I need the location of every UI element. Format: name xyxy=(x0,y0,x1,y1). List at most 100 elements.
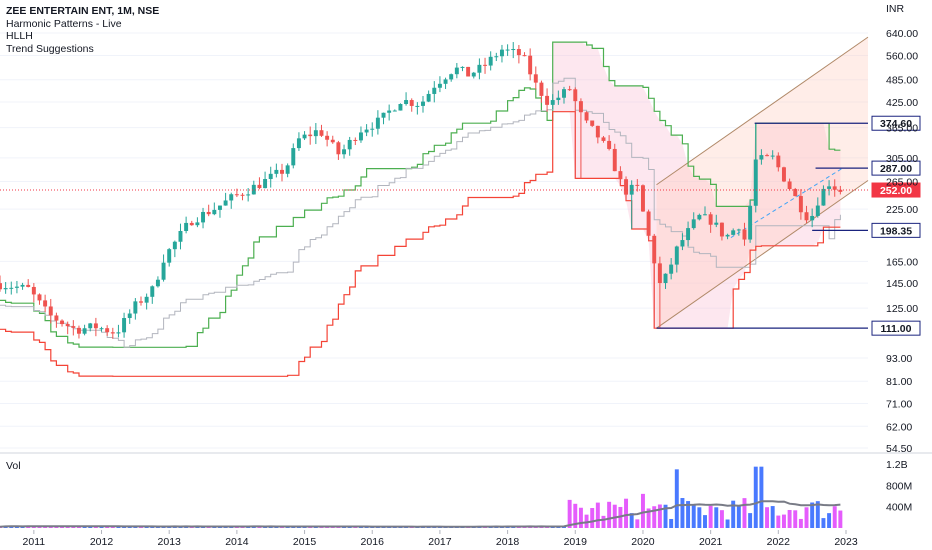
level-box xyxy=(871,160,921,176)
candle-body xyxy=(229,194,234,201)
volume-bar xyxy=(827,513,832,528)
candle-body xyxy=(167,249,172,263)
candle-body xyxy=(759,155,764,160)
candle-body xyxy=(618,171,623,180)
indicator-harmonic[interactable]: Harmonic Patterns - Live xyxy=(6,17,122,30)
volume-bar xyxy=(635,519,640,528)
candle-body xyxy=(285,165,290,174)
volume-bar xyxy=(686,501,691,528)
volume-bar xyxy=(708,505,713,528)
candle-body xyxy=(76,327,81,334)
candle-body xyxy=(787,181,792,189)
candle-body xyxy=(652,235,657,264)
candle-body xyxy=(810,215,815,221)
candle-body xyxy=(533,74,538,83)
level-label: 111.00 xyxy=(881,323,912,335)
volume-bar xyxy=(736,505,741,528)
candle-body xyxy=(370,128,375,130)
volume-bar xyxy=(742,498,747,528)
vol-tick-label: 400M xyxy=(886,502,912,514)
candle-body xyxy=(257,184,262,189)
y-tick-label: 265.00 xyxy=(886,177,918,189)
candle-body xyxy=(573,89,578,102)
symbol-title[interactable]: ZEE ENTERTAIN ENT, 1M, NSE xyxy=(6,5,160,17)
candle-body xyxy=(793,188,798,197)
x-tick-label: 2019 xyxy=(564,536,588,548)
volume-bar xyxy=(838,510,843,528)
candle-body xyxy=(432,87,437,94)
candle-body xyxy=(358,132,363,141)
candle-body xyxy=(178,230,183,242)
y-tick-label: 485.00 xyxy=(886,75,918,87)
candle-body xyxy=(454,67,459,75)
x-tick-label: 2018 xyxy=(496,536,520,548)
candle-body xyxy=(725,234,730,237)
candle-body xyxy=(499,49,504,57)
candle-body xyxy=(748,205,753,240)
candle-body xyxy=(195,222,200,226)
volume-bar xyxy=(122,526,127,528)
candle-body xyxy=(88,323,93,329)
volume-bar xyxy=(697,507,702,528)
volume-label[interactable]: Vol xyxy=(6,460,21,472)
candle-body xyxy=(556,97,561,101)
candle-body xyxy=(404,100,409,105)
candle-body xyxy=(291,148,296,166)
candle-body xyxy=(765,155,770,157)
x-tick-label: 2022 xyxy=(767,536,791,548)
candle-body xyxy=(827,186,832,189)
indicator-hllh[interactable]: HLLH xyxy=(6,30,33,42)
candle-body xyxy=(781,167,786,182)
volume-bar xyxy=(545,527,550,528)
candle-body xyxy=(477,64,482,73)
volume-bar xyxy=(82,526,87,528)
candlesticks xyxy=(0,42,843,339)
candle-body xyxy=(251,184,256,195)
x-tick-label: 2016 xyxy=(361,536,385,548)
candle-body xyxy=(601,137,606,141)
volume-bar xyxy=(71,526,76,528)
volume-bar xyxy=(657,504,662,528)
candle-body xyxy=(217,205,222,210)
candle-body xyxy=(629,184,634,195)
volume-bar xyxy=(691,504,696,528)
volume-bar xyxy=(731,500,736,528)
volume-bar xyxy=(578,507,583,528)
x-tick-label: 2012 xyxy=(90,536,114,548)
candle-body xyxy=(522,55,527,57)
candle-body xyxy=(3,288,8,290)
volume-bar xyxy=(787,509,792,528)
candle-body xyxy=(798,196,803,213)
candle-body xyxy=(612,148,617,172)
volume-bar xyxy=(798,518,803,528)
volume-bar xyxy=(607,501,612,528)
volume-bar xyxy=(748,513,753,528)
candle-body xyxy=(607,140,612,149)
volume-bar xyxy=(753,466,758,528)
candle-body xyxy=(387,110,392,113)
volume-bar xyxy=(719,510,724,528)
candle-body xyxy=(516,49,521,56)
x-tick-label: 2011 xyxy=(23,536,46,548)
candle-body xyxy=(838,189,843,192)
candle-body xyxy=(528,55,533,75)
indicator-trend[interactable]: Trend Suggestions xyxy=(6,42,94,55)
candle-body xyxy=(488,56,493,66)
candle-body xyxy=(206,211,211,215)
candle-body xyxy=(296,138,301,149)
candle-body xyxy=(719,222,724,237)
level-box xyxy=(871,182,921,198)
candle-body xyxy=(471,72,476,77)
candle-body xyxy=(742,229,747,240)
candle-body xyxy=(201,211,206,223)
candle-body xyxy=(409,100,414,106)
y-tick-label: 62.00 xyxy=(886,421,912,433)
candle-body xyxy=(14,286,19,288)
candle-body xyxy=(20,284,25,287)
cloud-area xyxy=(552,42,841,329)
y-tick-label: 425.00 xyxy=(886,97,918,109)
candle-body xyxy=(263,179,268,189)
candle-body xyxy=(697,214,702,220)
volume-bar xyxy=(590,508,595,528)
